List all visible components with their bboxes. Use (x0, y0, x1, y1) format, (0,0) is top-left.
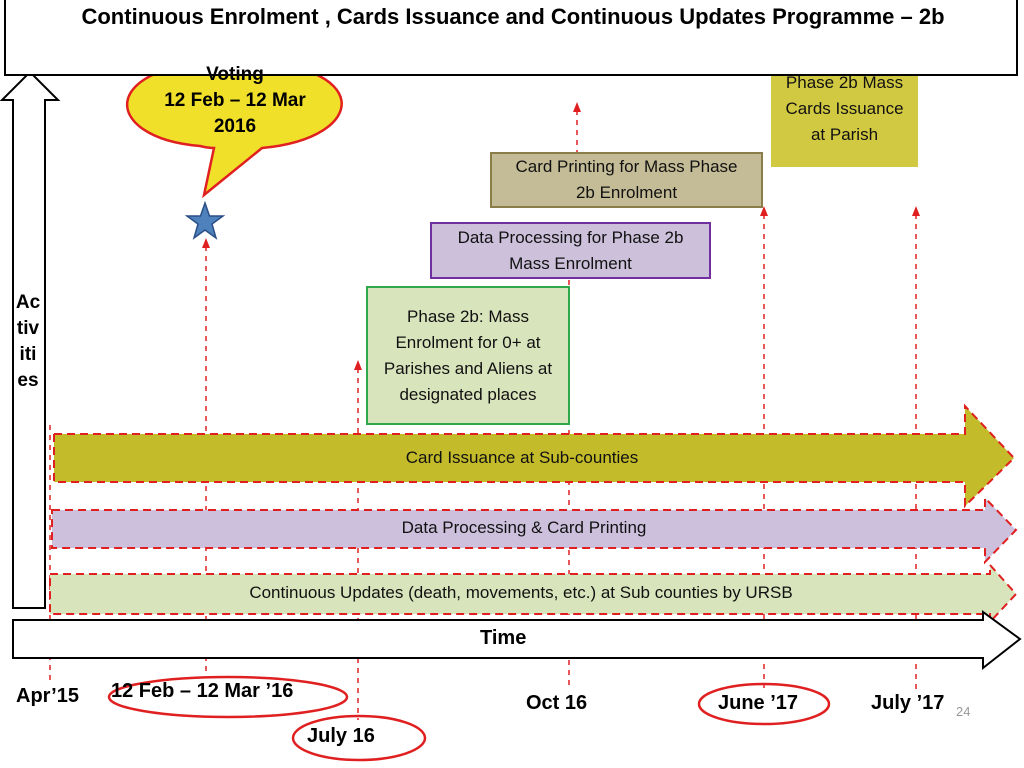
activities-axis-arrow (0, 70, 61, 609)
data-processing-box: Data Processing for Phase 2b Mass Enrolm… (430, 222, 711, 279)
guide-arrowhead-june17 (760, 206, 768, 216)
voting-callout-line2: 12 Feb – 12 Mar (164, 90, 306, 111)
phase2b-enrolment-box: Phase 2b: Mass Enrolment for 0+ at Paris… (366, 286, 570, 425)
phase2b-mass-cards-line: at Parish (810, 125, 879, 144)
phase2b-enrolment-line: Parishes and Aliens at (383, 358, 553, 378)
activities-label-line: iti (19, 344, 37, 365)
page-number: 24 (956, 704, 971, 719)
guide-arrowhead-oct16 (573, 102, 581, 112)
phase2b-enrolment-line: designated places (399, 384, 537, 404)
guide-arrowhead-july16 (354, 360, 362, 370)
june17-highlight-ellipse (697, 682, 831, 726)
card-printing-line: Card Printing for Mass Phase (515, 157, 738, 176)
activities-label-line: Ac (15, 292, 41, 313)
voting-callout-bubble (126, 58, 343, 199)
data-processing-line: Data Processing for Phase 2b (457, 227, 684, 247)
phase2b-mass-cards-line: Cards Issuance (785, 99, 904, 118)
voting-callout-line1: Voting (206, 64, 264, 85)
activities-label-line: es (17, 370, 39, 391)
continuous-updates-label: Continuous Updates (death, movements, et… (249, 583, 793, 602)
voting-star-icon (184, 200, 226, 240)
phase2b-enrolment-line: Phase 2b: Mass (407, 306, 529, 326)
phase2b-enrolment-line: Enrolment for 0+ at (395, 332, 541, 352)
guide-arrowhead-voting (202, 238, 210, 248)
activities-axis-label: Ac tiv iti es (13, 290, 43, 394)
activities-label-line: tiv (16, 318, 40, 339)
card-printing-line: 2b Enrolment (575, 183, 678, 202)
continuous-updates-bar (49, 562, 1018, 625)
phase2b-mass-cards-box: Phase 2b Mass Cards Issuance at Parish (771, 73, 918, 167)
data-processing-label: Data Processing & Card Printing (401, 518, 647, 537)
feb-mar16-highlight-ellipse (107, 675, 349, 719)
july16-highlight-ellipse (291, 714, 427, 762)
phase2b-mass-cards-line: Phase 2b Mass (785, 73, 904, 92)
timeline-label-apr15: Apr’15 (16, 685, 79, 707)
voting-callout-text: Voting 12 Feb – 12 Mar 2016 (135, 62, 335, 140)
card-printing-box: Card Printing for Mass Phase 2b Enrolmen… (490, 152, 763, 208)
timeline-label-july16: July 16 (307, 725, 375, 747)
page-title: Continuous Enrolment , Cards Issuance an… (81, 4, 945, 29)
timeline-label-july17: July ’17 (871, 692, 945, 714)
title-box: Continuous Enrolment , Cards Issuance an… (4, 0, 1018, 76)
data-processing-bar (51, 495, 1018, 565)
time-axis-arrow (12, 610, 1022, 671)
timeline-label-june17: June ’17 (718, 692, 799, 714)
data-processing-line: Mass Enrolment (509, 253, 632, 273)
guide-arrowhead-july17 (912, 206, 920, 216)
card-issuance-bar (53, 403, 1016, 509)
time-axis-label: Time (480, 627, 527, 649)
voting-callout-line3: 2016 (213, 116, 257, 137)
card-issuance-label: Card Issuance at Sub-counties (405, 448, 639, 467)
timeline-label-oct16: Oct 16 (526, 692, 588, 714)
timeline-label-feb-mar16: 12 Feb – 12 Mar ’16 (111, 680, 294, 702)
